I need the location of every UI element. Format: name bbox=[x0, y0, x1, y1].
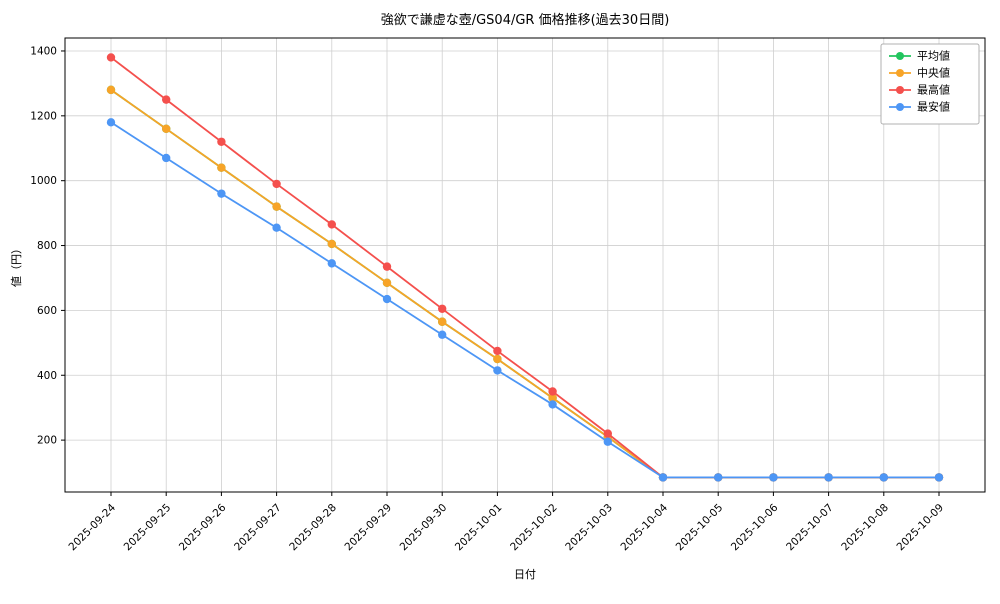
y-tick-label: 1000 bbox=[30, 175, 57, 187]
data-point bbox=[548, 400, 557, 409]
data-point bbox=[217, 189, 226, 198]
data-point bbox=[327, 220, 336, 229]
data-point bbox=[438, 330, 447, 339]
y-tick-label: 1400 bbox=[30, 45, 57, 57]
x-tick-label: 2025-10-04 bbox=[618, 501, 670, 553]
legend-marker-dot bbox=[896, 69, 904, 77]
x-tick-label: 2025-09-28 bbox=[287, 502, 339, 554]
data-point bbox=[327, 239, 336, 249]
legend-marker-dot bbox=[896, 52, 904, 60]
chart-title: 強欲で謙虚な壺/GS04/GR 価格推移(過去30日間) bbox=[381, 12, 670, 28]
x-tick-label: 2025-10-08 bbox=[839, 502, 891, 554]
x-tick-label: 2025-09-24 bbox=[66, 501, 118, 553]
data-point bbox=[382, 278, 392, 288]
data-point bbox=[382, 294, 392, 304]
data-point bbox=[272, 202, 281, 211]
x-tick-label: 2025-09-30 bbox=[398, 502, 450, 554]
x-tick-label: 2025-10-05 bbox=[674, 502, 726, 554]
x-tick-label: 2025-09-27 bbox=[232, 502, 284, 554]
data-point bbox=[603, 429, 612, 438]
series-line bbox=[110, 89, 939, 479]
data-point bbox=[106, 118, 116, 127]
data-point bbox=[493, 346, 502, 356]
legend-label: 平均値 bbox=[917, 50, 950, 63]
y-tick-label: 800 bbox=[37, 240, 57, 252]
data-point bbox=[658, 473, 668, 482]
y-tick-label: 600 bbox=[37, 305, 57, 317]
y-tick-label: 1200 bbox=[30, 110, 57, 122]
legend-label: 最高値 bbox=[917, 83, 950, 97]
data-point bbox=[217, 137, 226, 146]
series-line bbox=[110, 89, 939, 479]
legend-label: 最安値 bbox=[917, 100, 950, 114]
data-point bbox=[493, 354, 502, 364]
x-tick-label: 2025-10-02 bbox=[508, 502, 560, 554]
data-point bbox=[382, 262, 392, 271]
data-point bbox=[879, 473, 888, 482]
x-tick-label: 2025-10-06 bbox=[729, 501, 781, 553]
y-tick-label: 400 bbox=[37, 370, 57, 382]
data-point bbox=[438, 317, 447, 326]
plot-border bbox=[64, 37, 986, 493]
data-point bbox=[493, 366, 502, 375]
x-axis-label: 日付 bbox=[514, 568, 536, 581]
x-tick-label: 2025-10-01 bbox=[453, 502, 505, 554]
y-axis-label: 値（円） bbox=[10, 243, 23, 287]
x-tick-label: 2025-09-25 bbox=[122, 502, 174, 554]
x-tick-label: 2025-10-07 bbox=[784, 502, 836, 554]
gridlines bbox=[65, 38, 985, 492]
data-point bbox=[162, 95, 171, 104]
data-point bbox=[272, 179, 281, 189]
x-tick-label: 2025-10-09 bbox=[894, 502, 946, 554]
data-point bbox=[714, 473, 723, 482]
data-point bbox=[272, 223, 281, 232]
data-point bbox=[769, 473, 778, 482]
data-point bbox=[438, 304, 447, 313]
data-point bbox=[106, 53, 116, 62]
data-point bbox=[824, 473, 833, 482]
data-point bbox=[162, 124, 171, 133]
legend-box bbox=[880, 43, 980, 125]
data-point bbox=[934, 473, 944, 482]
data-point bbox=[548, 387, 557, 396]
series-group bbox=[106, 53, 944, 482]
series-line bbox=[110, 56, 939, 479]
data-point bbox=[217, 163, 226, 172]
legend-marker-dot bbox=[896, 86, 904, 94]
x-tick-label: 2025-09-29 bbox=[342, 502, 394, 554]
x-tick-label: 2025-09-26 bbox=[177, 501, 229, 553]
data-point bbox=[327, 259, 336, 268]
data-point bbox=[548, 393, 557, 403]
y-tick-label: 200 bbox=[37, 435, 57, 447]
data-point bbox=[162, 153, 171, 163]
data-point bbox=[106, 85, 116, 95]
data-point bbox=[603, 437, 612, 446]
legend-label: 中央値 bbox=[917, 67, 950, 80]
x-tick-label: 2025-10-03 bbox=[563, 502, 615, 554]
series-line bbox=[110, 121, 939, 479]
legend-marker-dot bbox=[896, 103, 904, 111]
